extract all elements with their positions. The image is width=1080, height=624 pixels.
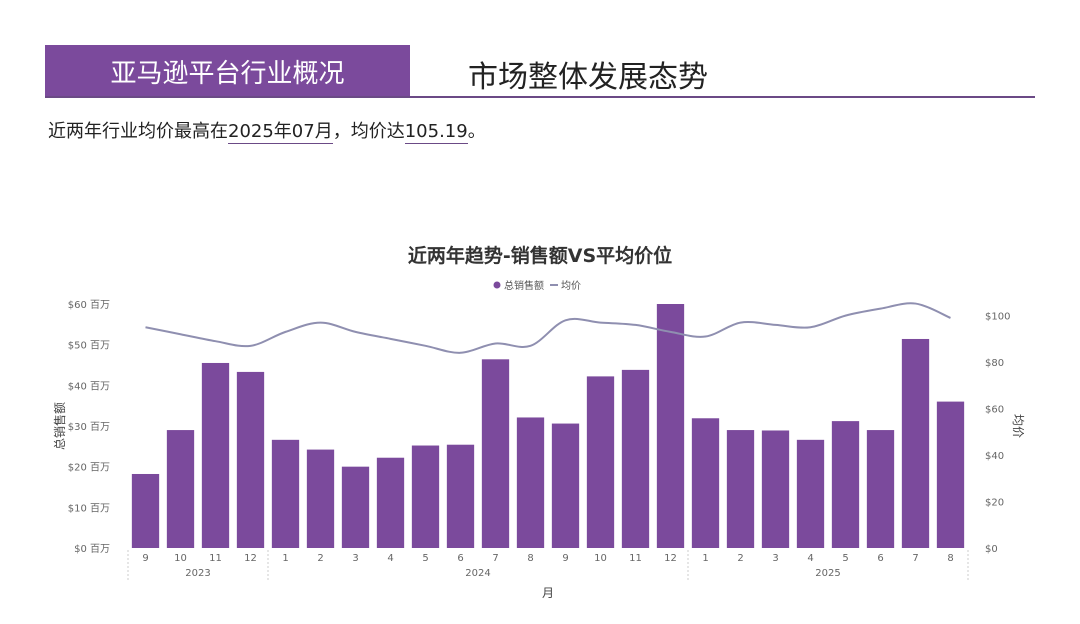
bar [726, 430, 755, 548]
y-right-tick-label: $40 [985, 451, 1004, 462]
x-axis-title: 月 [542, 586, 554, 600]
y-left-tick-label: $50 百万 [68, 340, 110, 352]
y-right-tick-label: $20 [985, 498, 1004, 509]
bar [411, 445, 440, 548]
y-left-tick-label: $20 百万 [68, 462, 110, 474]
y-right-tick-label: $0 [985, 544, 998, 555]
x-tick-label: 4 [807, 553, 813, 564]
bar [831, 421, 860, 548]
x-tick-label: 3 [772, 553, 778, 564]
x-tick-label: 1 [702, 553, 708, 564]
x-tick-label: 10 [174, 553, 187, 564]
x-year-label: 2023 [185, 568, 210, 579]
x-tick-label: 9 [562, 553, 568, 564]
bar [166, 430, 195, 548]
legend-bar-label: 总销售额 [504, 279, 544, 292]
x-tick-label: 2 [317, 553, 323, 564]
x-tick-label: 12 [664, 553, 677, 564]
x-tick-label: 4 [387, 553, 393, 564]
bar [341, 466, 370, 548]
bar [306, 449, 335, 548]
y-left-tick-label: $0 百万 [74, 543, 110, 555]
y-left-axis-title: 总销售额 [52, 402, 67, 450]
summary-peak-month: 2025年07月 [228, 121, 333, 144]
y-right-tick-label: $80 [985, 358, 1004, 369]
x-tick-label: 2 [737, 553, 743, 564]
x-tick-label: 5 [842, 553, 848, 564]
x-tick-label: 6 [457, 553, 463, 564]
legend-line-label: 均价 [561, 280, 581, 292]
summary-prefix: 近两年行业均价最高在 [48, 121, 228, 142]
y-left-tick-label: $10 百万 [68, 502, 110, 514]
y-left-tick-label: $40 百万 [68, 380, 110, 392]
x-tick-label: 8 [947, 553, 953, 564]
banner-title: 亚马逊平台行业概况 [110, 58, 345, 89]
x-tick-label: 8 [527, 553, 533, 564]
bar [446, 444, 475, 548]
x-tick-label: 11 [629, 553, 642, 564]
x-year-label: 2025 [815, 568, 840, 579]
x-tick-label: 7 [912, 553, 918, 564]
legend-bar-marker [493, 281, 501, 289]
section-banner: 亚马逊平台行业概况 [45, 45, 410, 97]
summary-suffix: 。 [467, 121, 486, 142]
bar [376, 457, 405, 548]
summary-peak-value: 105.19 [404, 121, 468, 144]
summary-text: 近两年行业均价最高在2025年07月，均价达105.19。 [48, 117, 486, 144]
bar [621, 369, 650, 548]
x-tick-label: 10 [594, 553, 607, 564]
y-right-tick-label: $60 [985, 405, 1004, 416]
bar [201, 362, 230, 548]
x-tick-label: 12 [244, 553, 257, 564]
x-year-label: 2024 [465, 568, 490, 579]
bar [691, 418, 720, 548]
bar [901, 338, 930, 548]
bar [236, 371, 265, 548]
chart-title: 近两年趋势-销售额VS平均价位 [408, 244, 672, 267]
bar [131, 473, 160, 548]
x-tick-label: 3 [352, 553, 358, 564]
bar [271, 439, 300, 548]
bar [551, 423, 580, 548]
x-tick-label: 1 [282, 553, 288, 564]
header-divider [45, 96, 1035, 98]
x-tick-label: 5 [422, 553, 428, 564]
bar [481, 359, 510, 548]
bar [516, 417, 545, 548]
y-left-tick-label: $30 百万 [68, 421, 110, 433]
x-tick-label: 6 [877, 553, 883, 564]
summary-middle: ，均价达 [332, 121, 405, 142]
page-title: 市场整体发展态势 [468, 60, 708, 95]
x-tick-label: 11 [209, 553, 222, 564]
bar [866, 430, 895, 548]
bar [796, 439, 825, 548]
y-right-axis-title: 均价 [1011, 414, 1025, 438]
x-tick-label: 9 [142, 553, 148, 564]
bar [586, 376, 615, 548]
bar [656, 304, 685, 548]
avg-price-line [145, 302, 951, 354]
y-right-tick-label: $100 [985, 312, 1010, 323]
y-left-tick-label: $60 百万 [68, 299, 110, 311]
x-tick-label: 7 [492, 553, 498, 564]
bar [761, 430, 790, 548]
bar [936, 401, 965, 548]
